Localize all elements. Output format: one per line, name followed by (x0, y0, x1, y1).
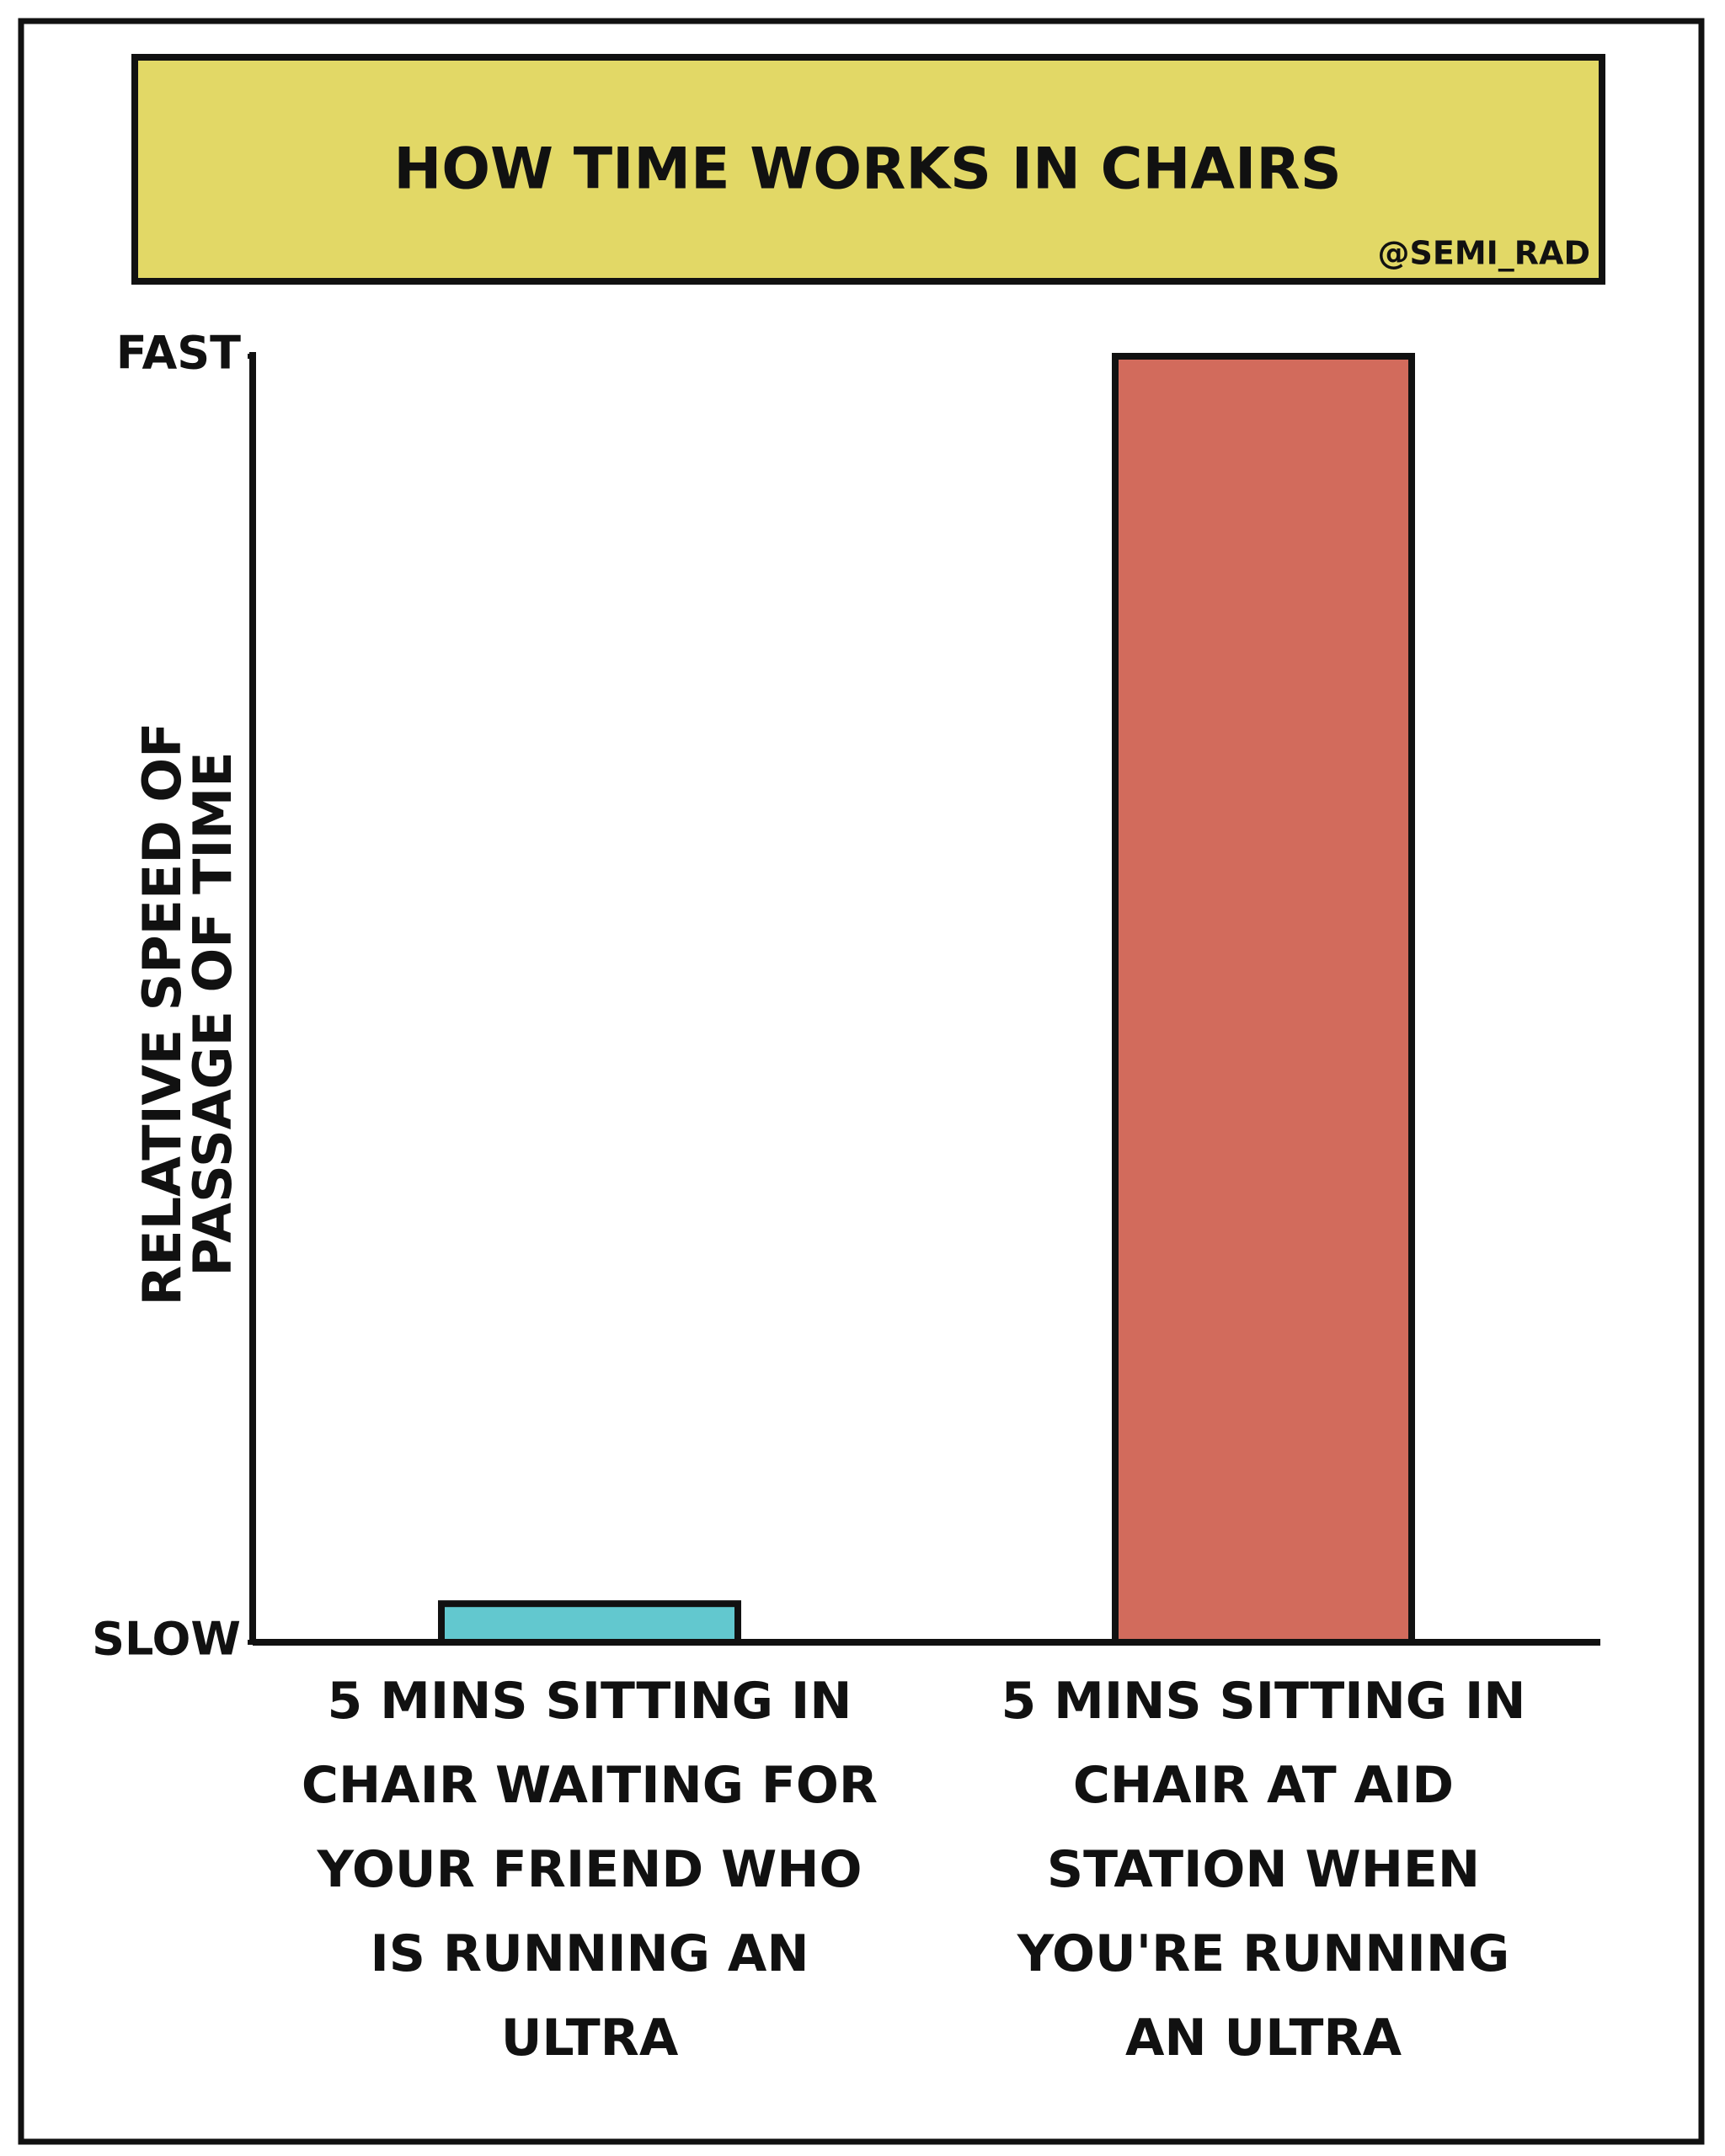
y-label-line: RELATIVE SPEED OF (131, 723, 193, 1306)
credit: @SEMI_RAD (1378, 235, 1591, 272)
y-axis-label: RELATIVE SPEED OF PASSAGE OF TIME (131, 723, 243, 1306)
title-box (131, 54, 1605, 285)
y-tick-label: SLOW (92, 1613, 241, 1666)
bar (1112, 353, 1415, 1646)
y-tick-label: FAST (116, 327, 241, 380)
x-tick-label: 5 MINS SITTING IN CHAIR WAITING FOR YOUR… (301, 1672, 879, 2068)
chart-title: HOW TIME WORKS IN CHAIRS (393, 136, 1341, 203)
bar (438, 1600, 741, 1646)
x-tick-label: 5 MINS SITTING IN CHAIR AT AID STATION W… (1001, 1672, 1526, 2068)
frame (18, 18, 1705, 2145)
y-label-line: PASSAGE OF TIME (182, 751, 243, 1276)
